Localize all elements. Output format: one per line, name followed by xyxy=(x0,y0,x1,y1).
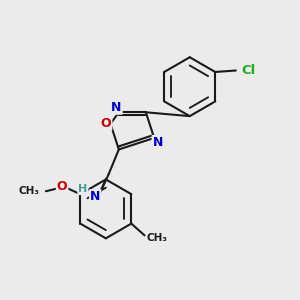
Text: O: O xyxy=(101,117,111,130)
Text: O: O xyxy=(57,180,68,193)
Text: CH₃: CH₃ xyxy=(146,233,167,243)
Text: H: H xyxy=(78,184,88,194)
Text: CH₃: CH₃ xyxy=(18,186,39,196)
Text: N: N xyxy=(90,190,101,203)
Text: N: N xyxy=(152,136,163,149)
Text: Cl: Cl xyxy=(241,64,255,77)
Text: N: N xyxy=(111,101,122,114)
